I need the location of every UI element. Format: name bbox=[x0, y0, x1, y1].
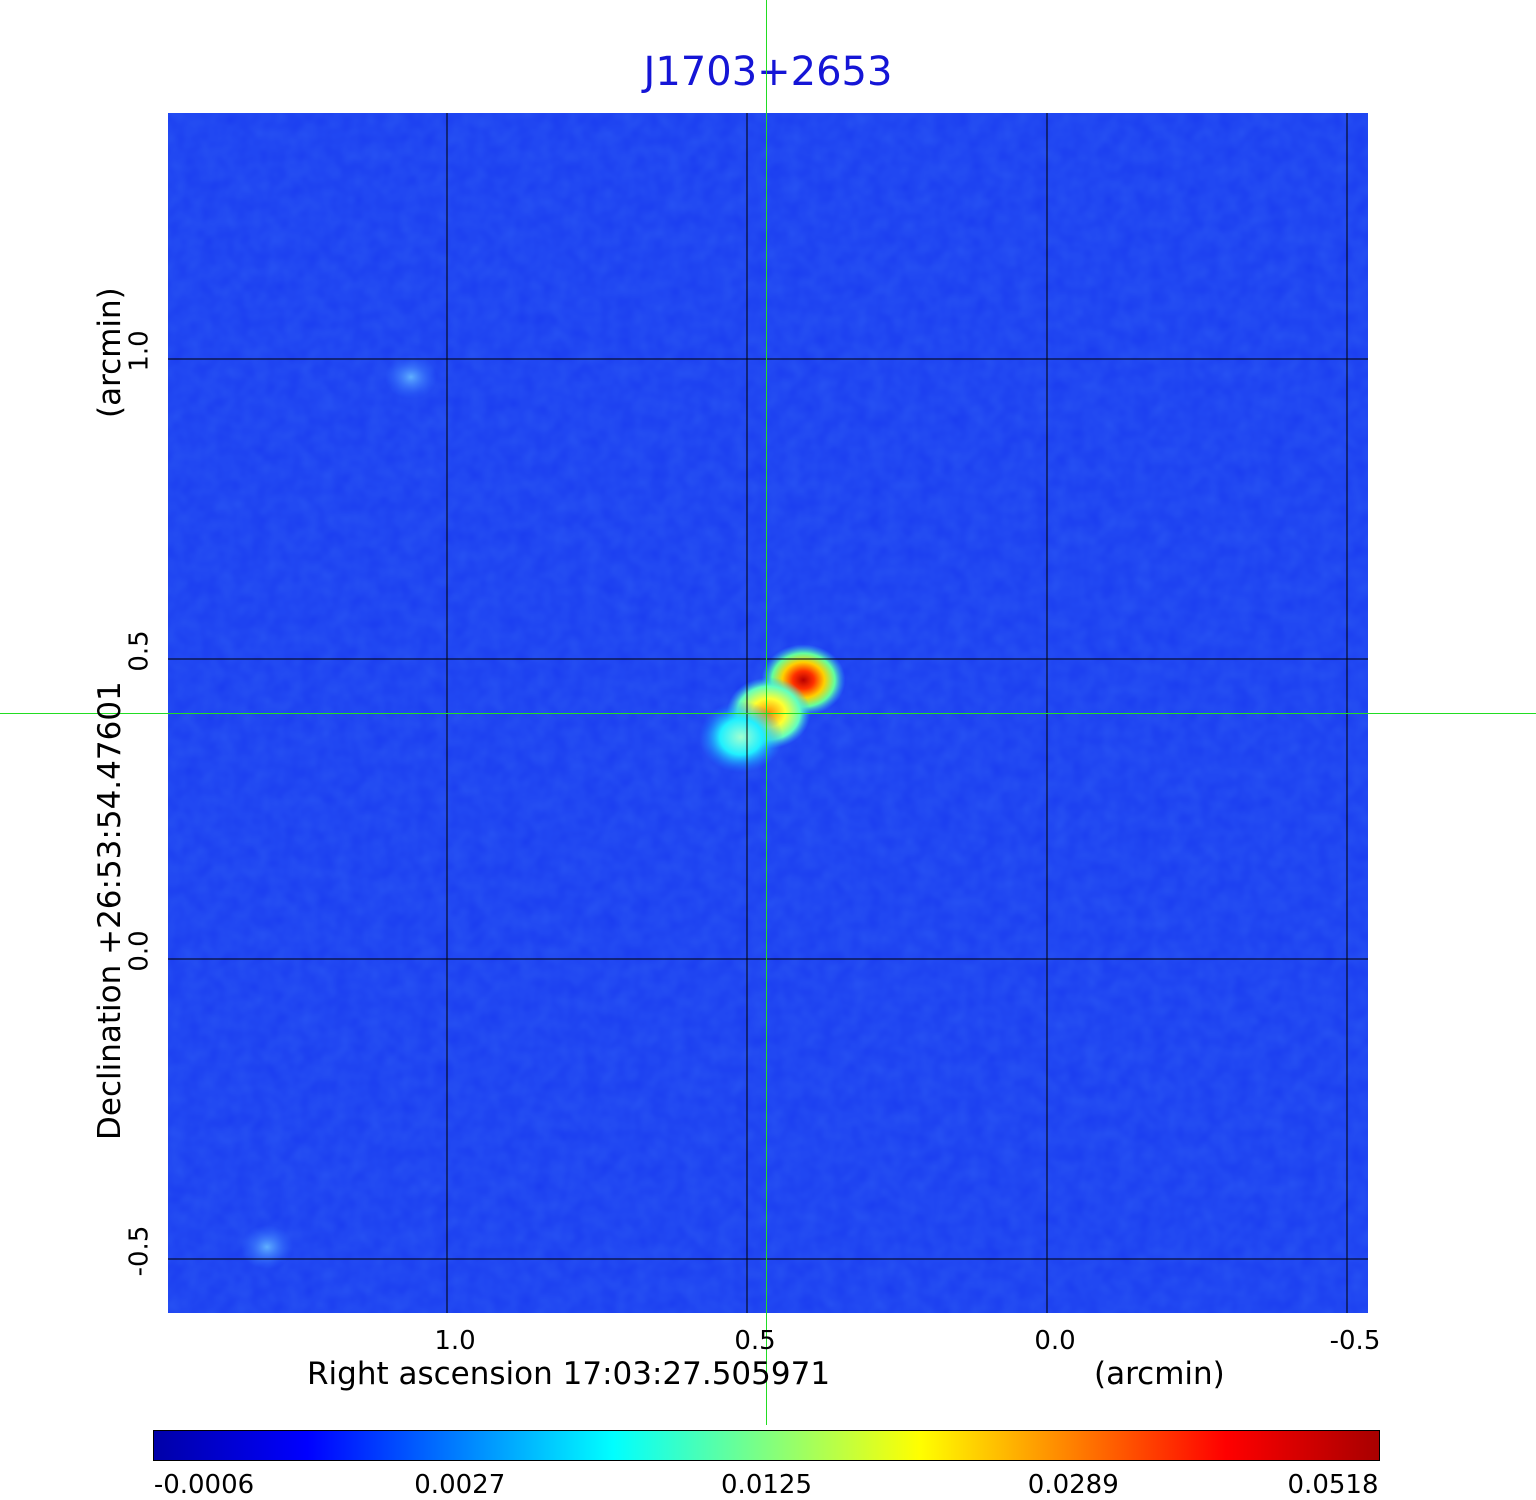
colorbar-tick-label: 0.0289 bbox=[1027, 1470, 1119, 1500]
y-tick-label: 1.0 bbox=[124, 330, 155, 372]
y-tick-label: -0.5 bbox=[123, 1225, 154, 1277]
source-blob bbox=[385, 354, 437, 400]
colorbar-tick-label: 0.0518 bbox=[1287, 1470, 1379, 1500]
y-tick-label: 0.0 bbox=[124, 930, 155, 972]
source-blob bbox=[241, 1224, 293, 1270]
y-axis-unit-label: (arcmin) bbox=[92, 287, 128, 418]
x-tick-label: 1.0 bbox=[434, 1326, 476, 1356]
source-blob bbox=[699, 701, 783, 773]
crosshair-horizontal-line bbox=[0, 712, 1536, 714]
x-tick-label: -0.5 bbox=[1329, 1326, 1381, 1356]
y-axis-label: Declination +26:53:54.47601 bbox=[92, 681, 128, 1140]
colorbar-tick-label: 0.0125 bbox=[721, 1470, 812, 1500]
x-tick-label: 0.0 bbox=[1034, 1326, 1076, 1356]
x-tick-label: 0.5 bbox=[734, 1326, 776, 1356]
x-axis-unit-label: (arcmin) bbox=[1094, 1356, 1225, 1392]
sources-layer bbox=[241, 354, 846, 1270]
colorbar bbox=[153, 1430, 1380, 1461]
chart-title: J1703+2653 bbox=[643, 49, 893, 95]
colorbar-tick-label: 0.0027 bbox=[414, 1470, 506, 1500]
x-axis-label: Right ascension 17:03:27.505971 bbox=[307, 1356, 831, 1392]
y-tick-label: 0.5 bbox=[124, 630, 155, 672]
colorbar-tick-label: -0.0006 bbox=[153, 1470, 255, 1500]
grid-layer bbox=[168, 113, 1368, 1313]
